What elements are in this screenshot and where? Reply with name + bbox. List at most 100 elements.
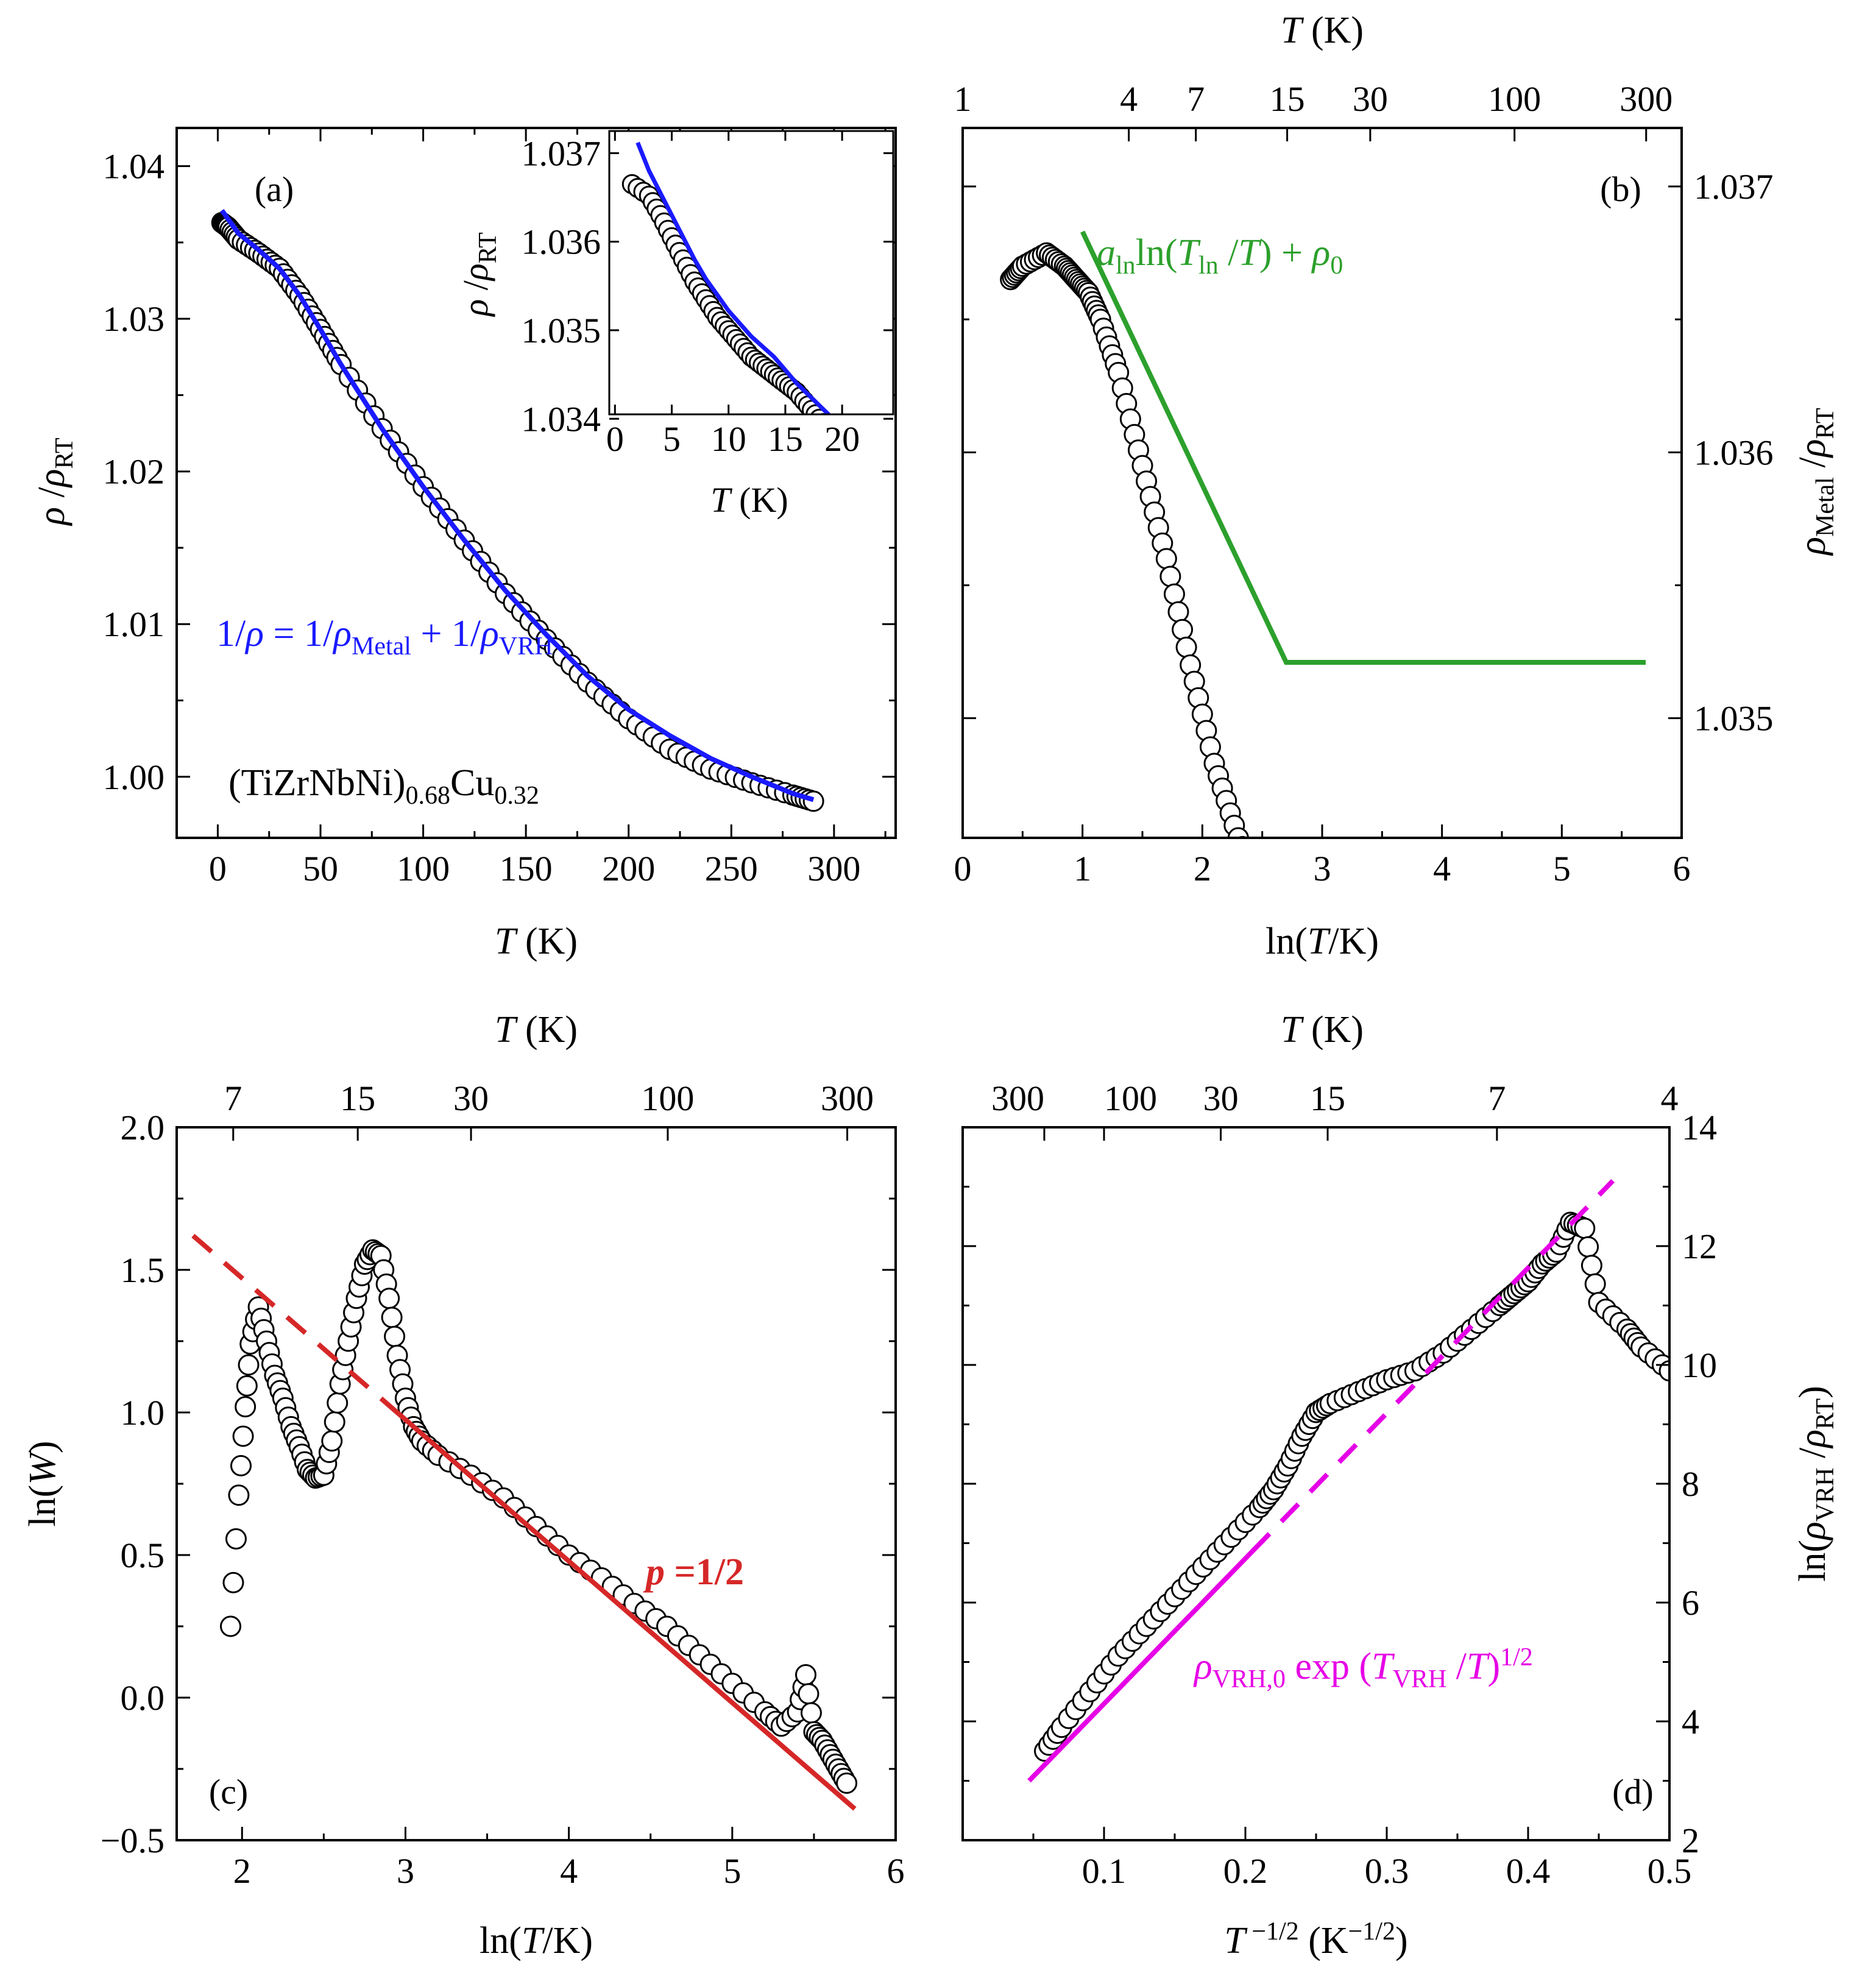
panel-a-data	[211, 208, 824, 812]
data-point	[836, 1772, 858, 1794]
data-point	[1236, 846, 1256, 865]
data-point	[1580, 1010, 1599, 1029]
data-point	[230, 1454, 252, 1476]
inset-data-point	[855, 462, 874, 481]
top-tick-label: 100	[1488, 79, 1541, 119]
top-tick-label: 4	[1661, 1079, 1679, 1118]
data-point	[321, 1430, 343, 1452]
y-tick-label: 14	[1682, 1108, 1717, 1147]
x-axis-label: T (K)	[495, 921, 578, 962]
panel-d-data	[1027, 1178, 1669, 1783]
data-point	[228, 1484, 250, 1506]
data-point	[1540, 921, 1560, 941]
x-tick-label: 50	[303, 849, 338, 888]
data-point	[1163, 583, 1185, 605]
data-point	[1576, 988, 1596, 1007]
data-point	[1589, 1063, 1609, 1082]
x-tick-label: 1	[1074, 849, 1091, 888]
data-point	[1516, 921, 1535, 941]
data-point	[236, 1375, 258, 1397]
data-point	[1508, 921, 1527, 941]
x-tick-label: 2	[233, 1851, 251, 1891]
top-tick-label: 300	[1619, 79, 1672, 119]
data-point	[1564, 948, 1584, 967]
top-tick-label: 100	[1104, 1079, 1157, 1118]
data-point	[1175, 636, 1197, 658]
inset-x-axis-label: T (K)	[710, 480, 788, 520]
data-point	[1269, 899, 1288, 918]
top-tick-label: 300	[991, 1079, 1044, 1118]
data-point	[1227, 827, 1249, 838]
data-point	[1594, 1107, 1613, 1127]
inset-x-tick-label: 15	[768, 419, 803, 459]
x-tick-label: 0	[954, 849, 972, 888]
inset-y-tick-label: 1.036	[522, 222, 601, 262]
y-tick-label: 1.03	[103, 299, 165, 339]
data-point	[327, 1392, 349, 1414]
y-tick-label: 8	[1682, 1464, 1699, 1504]
y-tick-label: 1.5	[121, 1250, 165, 1290]
fit-line	[219, 208, 815, 803]
top-tick-label: 7	[1187, 79, 1205, 119]
y-tick-label: 2	[1682, 1821, 1699, 1860]
fit-label: ρVRH,0 exp (TVRH /T)1/2	[1193, 1643, 1533, 1693]
data-point	[1544, 926, 1563, 945]
data-point	[1256, 886, 1276, 905]
data-point	[800, 1702, 822, 1724]
panel-d: 0.1 0.2 0.3 0.4 0.5 300 100 30 15 7 4 T (K) 2 4 6 8 10 12…	[961, 1009, 1839, 1961]
inset-data	[621, 141, 874, 481]
data-point	[1595, 1116, 1615, 1136]
y-tick-label: 4	[1682, 1702, 1699, 1741]
panel-label: (b)	[1600, 169, 1641, 209]
top-axis-label: T (K)	[495, 1009, 578, 1051]
y-tick-label: 1.01	[103, 604, 165, 644]
inset-x-tick-label: 0	[606, 419, 624, 459]
x-tick-label: 5	[723, 1851, 741, 1891]
data-point	[1261, 890, 1280, 910]
data-point	[1591, 1081, 1610, 1100]
panel-label: (a)	[255, 169, 294, 209]
data-point	[1586, 1043, 1605, 1063]
x-tick-label: 4	[1433, 849, 1451, 888]
data-point	[1588, 1054, 1607, 1074]
y-tick-label: 10	[1682, 1345, 1717, 1385]
fit-line	[1080, 230, 1646, 665]
data-point	[1593, 1099, 1613, 1118]
data-point	[1159, 565, 1181, 587]
panel-b-data	[1000, 230, 1646, 1171]
data-point	[1532, 921, 1552, 941]
data-point	[1584, 1032, 1604, 1052]
data-point	[1658, 1360, 1669, 1382]
data-point	[1552, 935, 1571, 954]
x-tick-label: 250	[705, 849, 758, 888]
x-tick-label: 6	[1673, 849, 1691, 888]
fit-line	[379, 1396, 857, 1811]
data-point	[1236, 836, 1248, 838]
data-point	[1264, 895, 1284, 914]
data-point	[1580, 1255, 1602, 1277]
data-point	[1598, 1143, 1618, 1162]
x-tick-label: 150	[500, 849, 553, 888]
data-point	[1599, 1152, 1618, 1171]
sample-label: (TiZrNbNi)0.68Cu0.32	[228, 762, 539, 810]
data-point	[1570, 968, 1590, 987]
top-tick-label: 15	[1270, 79, 1305, 119]
fit-line	[1027, 1549, 1255, 1783]
x-tick-label: 0.2	[1223, 1851, 1268, 1891]
inset-frame	[608, 130, 894, 416]
inset-y-tick-label: 1.035	[522, 311, 601, 350]
inset-y-tick-label: 1.034	[522, 399, 601, 439]
y-tick-label: 1.035	[1694, 699, 1774, 739]
data-point	[1592, 1090, 1612, 1109]
data-point	[1432, 921, 1452, 941]
y-tick-label: 0.5	[121, 1536, 165, 1575]
panel-label: (d)	[1612, 1772, 1654, 1812]
top-tick-label: 1	[954, 79, 972, 119]
data-point	[1253, 881, 1272, 901]
data-point	[1568, 961, 1588, 980]
x-tick-label: 0	[209, 849, 227, 888]
inset-y-axis-label: ρ /ρRT	[456, 232, 502, 317]
panels: 0 50 100 150 200 250 3001.001.011.021.031.04(a…	[22, 10, 1839, 1961]
